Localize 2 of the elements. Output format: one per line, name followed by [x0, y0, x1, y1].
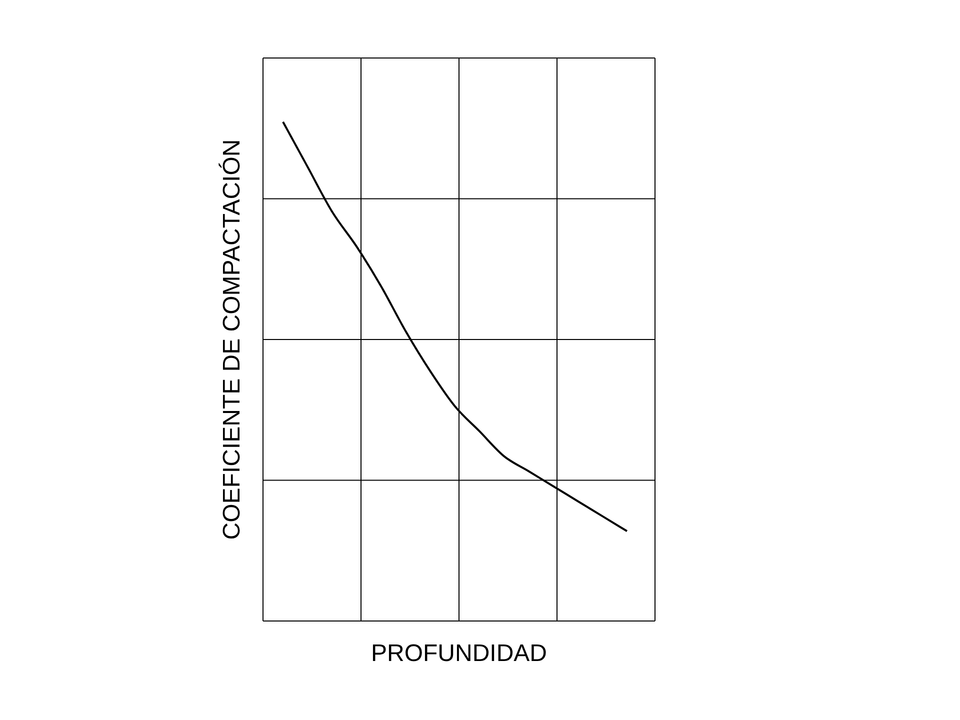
y-axis-title: COEFICIENTE DE COMPACTACIÓN [218, 139, 246, 540]
x-axis-title: PROFUNDIDAD [370, 640, 548, 667]
